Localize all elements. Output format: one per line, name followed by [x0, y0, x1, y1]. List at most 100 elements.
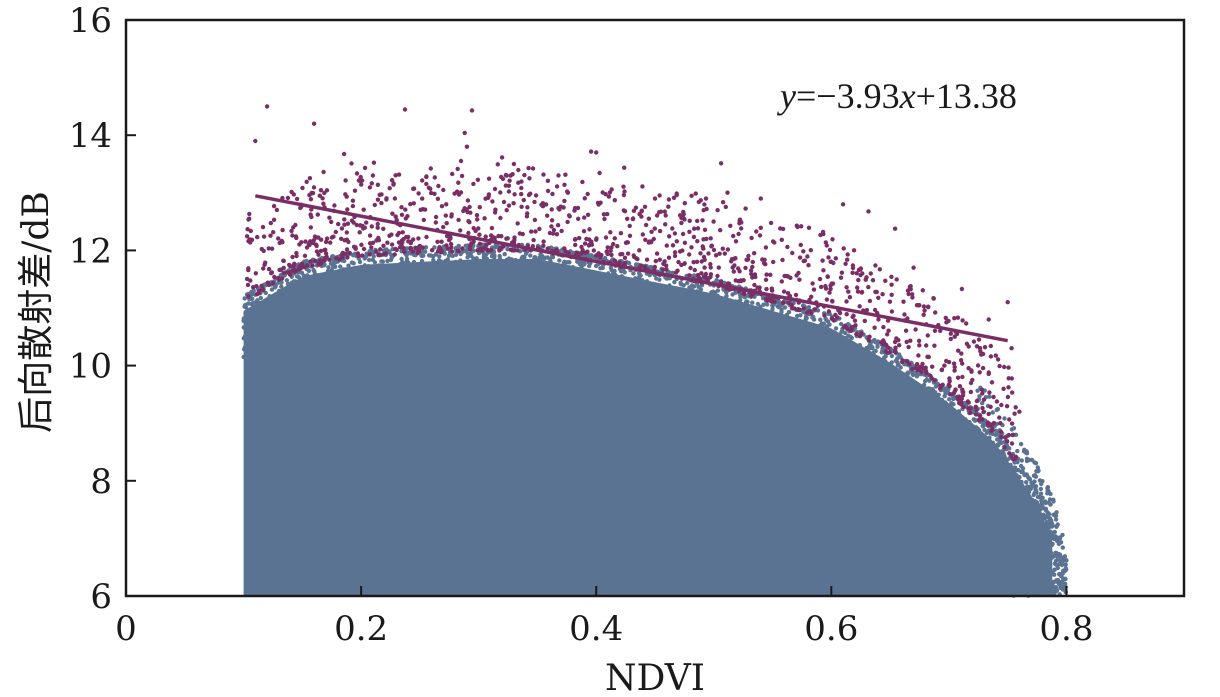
data-point	[1014, 525, 1020, 530]
data-point	[968, 389, 974, 395]
data-point	[317, 284, 322, 289]
data-point	[562, 198, 567, 204]
data-point	[852, 359, 857, 364]
data-point	[731, 233, 736, 239]
data-point	[288, 331, 294, 337]
data-point	[999, 434, 1004, 440]
data-point	[913, 327, 918, 332]
data-point	[633, 310, 639, 315]
data-point	[866, 284, 871, 290]
data-point	[489, 225, 495, 231]
data-point	[462, 266, 467, 271]
data-point	[644, 279, 650, 284]
data-point	[945, 444, 951, 449]
data-point	[288, 307, 293, 313]
data-point	[743, 206, 748, 211]
data-point	[449, 249, 455, 254]
data-point	[333, 229, 338, 235]
data-point	[959, 396, 964, 401]
data-point	[600, 190, 605, 195]
data-point	[768, 220, 774, 226]
data-point	[291, 192, 296, 197]
data-point	[950, 433, 955, 438]
data-point	[471, 294, 476, 300]
data-point	[505, 247, 510, 252]
data-point	[1055, 557, 1060, 563]
data-point	[750, 329, 755, 334]
data-point	[369, 292, 374, 298]
data-point	[431, 257, 436, 263]
data-point	[820, 337, 825, 343]
data-point	[464, 144, 470, 149]
data-point	[737, 218, 742, 223]
x-tick-label: 0.4	[569, 609, 623, 649]
data-point	[879, 379, 884, 384]
data-point	[991, 394, 996, 400]
data-point	[318, 248, 324, 254]
data-point	[666, 204, 671, 209]
data-point	[403, 207, 408, 212]
data-point	[381, 310, 386, 315]
data-point	[980, 391, 985, 396]
data-point	[936, 392, 941, 397]
data-point	[992, 576, 997, 582]
data-point	[731, 323, 737, 328]
data-point	[1037, 511, 1043, 517]
data-point	[820, 346, 825, 351]
data-point	[376, 293, 382, 298]
data-point	[734, 303, 740, 308]
data-point	[744, 342, 750, 347]
data-point	[367, 241, 373, 246]
data-point	[955, 394, 960, 399]
data-point	[510, 279, 515, 284]
data-point	[713, 318, 718, 324]
data-point	[869, 366, 874, 371]
data-point	[1004, 566, 1009, 572]
data-point	[1024, 456, 1030, 461]
data-point	[654, 276, 659, 281]
data-point	[1058, 581, 1063, 586]
data-point	[611, 302, 617, 308]
data-point	[369, 245, 374, 250]
data-point	[657, 292, 662, 298]
data-point	[717, 345, 722, 350]
data-point	[579, 244, 584, 250]
data-point	[990, 410, 995, 415]
data-point	[569, 286, 575, 291]
data-point	[311, 121, 317, 126]
data-point	[1037, 507, 1043, 513]
data-point	[701, 254, 707, 260]
data-point	[1010, 494, 1015, 499]
data-point	[1043, 563, 1048, 568]
data-point	[413, 304, 419, 309]
data-point	[424, 307, 429, 312]
data-point	[855, 289, 861, 294]
data-point	[1041, 535, 1047, 540]
data-point	[508, 268, 513, 273]
data-point	[988, 475, 993, 480]
data-point	[466, 219, 471, 224]
data-point	[291, 279, 297, 284]
data-point	[446, 253, 452, 258]
data-point	[276, 236, 281, 241]
data-point	[758, 354, 763, 359]
data-point	[879, 397, 885, 402]
data-point	[506, 203, 512, 208]
data-point	[582, 241, 588, 246]
data-point	[993, 460, 999, 465]
data-point	[776, 331, 781, 336]
data-point	[549, 224, 554, 229]
data-point	[928, 412, 934, 418]
data-point	[413, 271, 419, 276]
data-point	[757, 344, 762, 349]
data-point	[367, 274, 373, 280]
data-point	[513, 274, 518, 279]
data-point	[477, 296, 482, 301]
data-point	[467, 310, 473, 315]
data-point	[1045, 538, 1051, 544]
data-point	[477, 232, 482, 237]
data-point	[1000, 484, 1005, 489]
data-point	[1047, 516, 1053, 521]
data-point	[695, 218, 700, 224]
data-point	[953, 423, 958, 428]
